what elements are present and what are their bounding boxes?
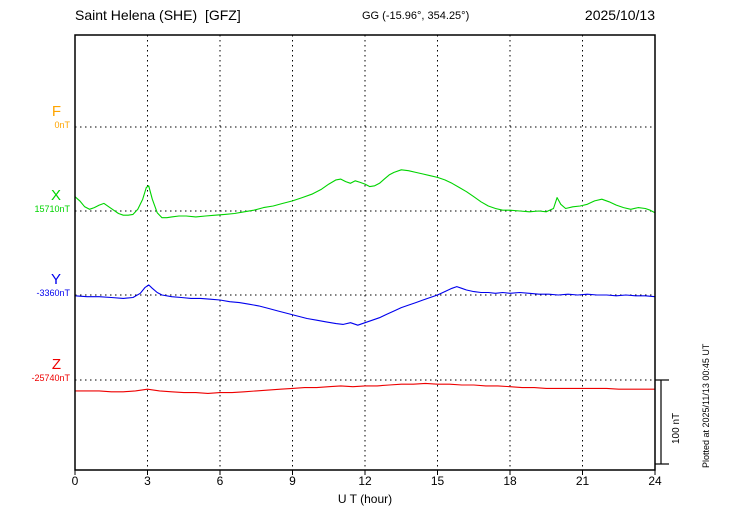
trace-x bbox=[74, 169, 656, 219]
component-label-z: Z -25740nT bbox=[0, 357, 70, 384]
plot-frame bbox=[74, 34, 669, 475]
trace-y bbox=[74, 284, 656, 326]
component-letter-y: Y bbox=[50, 271, 61, 288]
x-tick-label: 3 bbox=[144, 474, 151, 488]
x-tick-label: 6 bbox=[216, 474, 224, 488]
grid-lines bbox=[74, 35, 656, 470]
component-letter-z: Z bbox=[51, 356, 61, 373]
x-axis-label: U T (hour) bbox=[337, 492, 393, 506]
scale-bar-label: 100 nT bbox=[671, 412, 682, 444]
component-baseline-z: -25740nT bbox=[31, 373, 70, 383]
component-baseline-x: 15710nT bbox=[34, 204, 70, 214]
component-label-y: Y -3360nT bbox=[0, 272, 70, 299]
component-baseline-y: -3360nT bbox=[36, 288, 70, 298]
x-tick-label: 21 bbox=[575, 474, 590, 488]
x-tick-label: 9 bbox=[289, 474, 296, 488]
x-tick-label: 12 bbox=[358, 474, 372, 488]
component-letter-x: X bbox=[50, 187, 61, 204]
trace-z bbox=[74, 382, 656, 394]
geographic-coordinates: GG (-15.96°, 354.25°) bbox=[362, 10, 470, 22]
component-label-f: F 0nT bbox=[0, 104, 70, 131]
component-traces bbox=[74, 169, 656, 394]
x-tick-label: 0 bbox=[71, 474, 79, 488]
x-axis-tick-labels: 0 3 6 9 12 15 18 21 24 bbox=[0, 474, 730, 490]
component-letter-f: F bbox=[51, 103, 61, 120]
component-label-x: X 15710nT bbox=[0, 188, 70, 215]
station-title: Saint Helena (SHE) [GFZ] bbox=[75, 7, 241, 23]
x-tick-label: 18 bbox=[503, 474, 517, 488]
x-tick-label: 24 bbox=[648, 474, 662, 488]
plot-date: 2025/10/13 bbox=[584, 7, 655, 23]
x-tick-label: 15 bbox=[430, 474, 445, 488]
plotted-at-note: Plotted at 2025/11/13 00:45 UT bbox=[701, 343, 711, 468]
component-baseline-f: 0nT bbox=[54, 120, 70, 130]
